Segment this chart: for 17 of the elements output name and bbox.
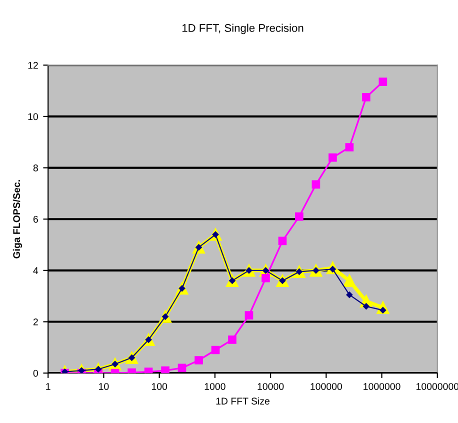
y-tick-label: 0 (33, 370, 38, 377)
x-tick-label: 1000 (204, 383, 226, 390)
x-tick-label: 1 (46, 383, 50, 390)
x-tick-label: 100000 (310, 383, 342, 390)
x-tick-label: 1000000 (364, 383, 400, 390)
x-tick-label: 100 (152, 383, 168, 390)
chart-title: 1D FFT, Single Precision (182, 24, 304, 34)
y-tick-label: 12 (28, 62, 38, 69)
y-tick-label: 4 (33, 267, 38, 274)
x-axis-title: 1D FFT Size (216, 397, 270, 405)
x-tick-label: 10 (99, 383, 109, 390)
y-tick-label: 6 (33, 216, 38, 223)
y-tick-label: 8 (33, 164, 38, 172)
y-tick-label: 10 (28, 113, 38, 120)
y-axis-title: Giga FLOPS/Sec. (12, 180, 22, 258)
x-tick-label: 10000 (258, 383, 284, 390)
y-tick-label: 2 (33, 318, 38, 326)
